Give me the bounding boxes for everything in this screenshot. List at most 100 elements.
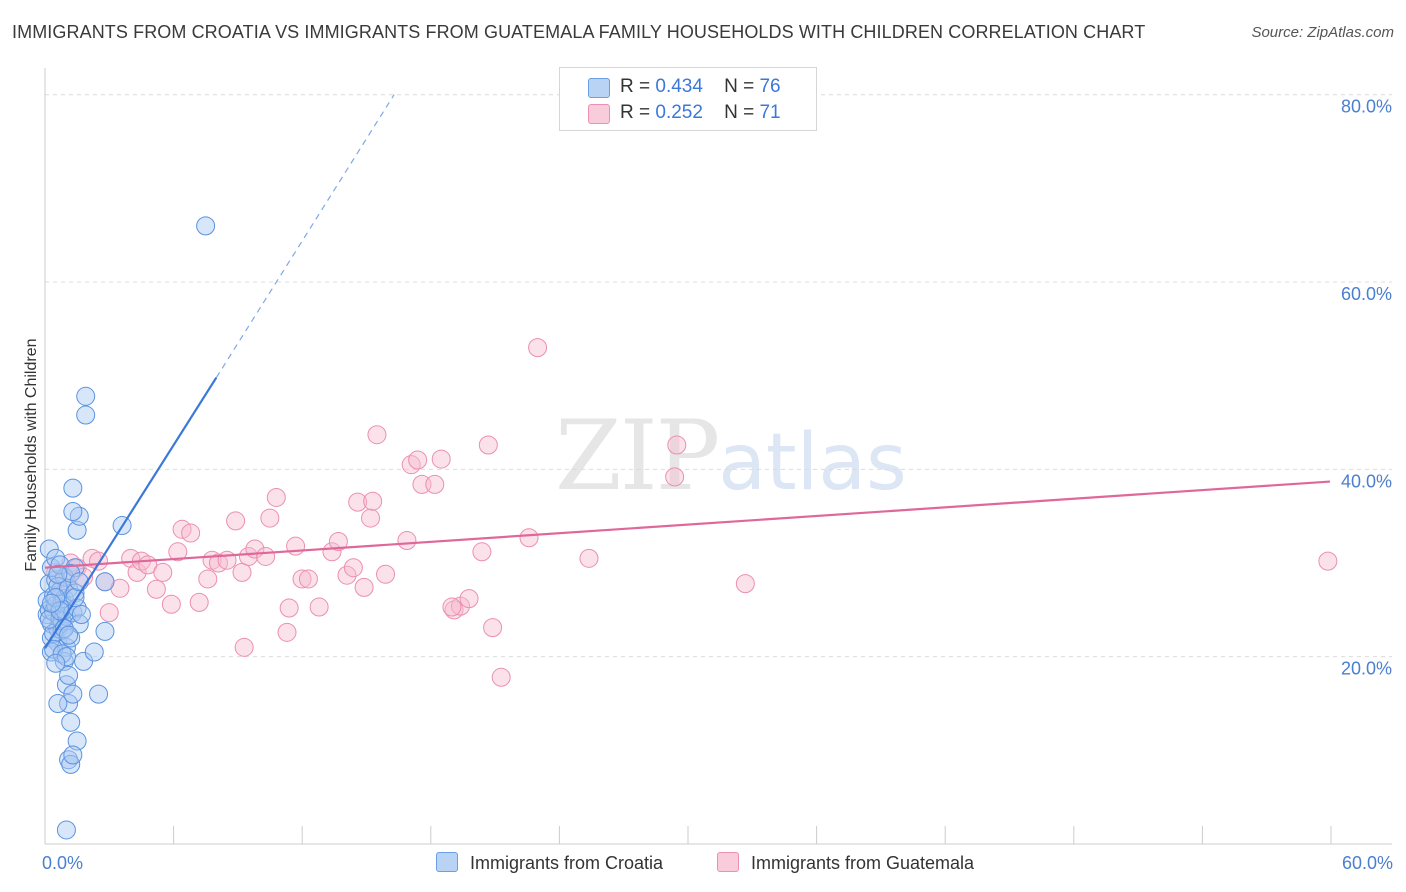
legend-n-label: N = xyxy=(724,76,755,97)
croatia-point xyxy=(59,665,79,685)
croatia-point xyxy=(71,605,91,625)
croatia-legend-label: Immigrants from Croatia xyxy=(470,853,664,873)
croatia-points xyxy=(37,216,216,840)
croatia-point xyxy=(76,386,96,406)
watermark-zip: ZIP xyxy=(555,400,720,512)
guatemala-point xyxy=(277,622,297,642)
croatia-point xyxy=(63,502,83,522)
guatemala-point xyxy=(519,528,539,548)
guatemala-point xyxy=(238,546,258,566)
trend-lines xyxy=(44,94,1331,649)
y-axis-label: Family Households with Children xyxy=(23,339,40,572)
croatia-point xyxy=(84,642,104,662)
guatemala-point xyxy=(309,597,329,617)
guatemala-point xyxy=(348,492,368,512)
guatemala-point xyxy=(361,508,381,528)
legend-n-value: 76 xyxy=(759,76,781,97)
croatia-point xyxy=(63,478,83,498)
guatemala-point xyxy=(328,531,348,551)
guatemala-point xyxy=(343,558,363,578)
croatia-swatch xyxy=(588,78,610,98)
guatemala-point xyxy=(459,589,479,609)
guatemala-point xyxy=(483,618,503,638)
guatemala-point xyxy=(579,548,599,568)
chart-title: IMMIGRANTS FROM CROATIA VS IMMIGRANTS FR… xyxy=(12,22,1146,42)
croatia-trend-extension xyxy=(215,94,395,378)
croatia-point xyxy=(63,684,83,704)
guatemala-point xyxy=(431,449,451,469)
correlation-legend: R = 0.434 N = 76 R = 0.252 N = 71 xyxy=(559,67,817,131)
croatia-point xyxy=(69,572,89,592)
guatemala-point xyxy=(279,598,299,618)
guatemala-legend-label: Immigrants from Guatemala xyxy=(751,853,975,873)
x-tick-label: 0.0% xyxy=(42,853,83,873)
guatemala-point xyxy=(226,511,246,531)
guatemala-point xyxy=(667,435,687,455)
croatia-point xyxy=(46,653,66,673)
croatia-trend-line xyxy=(44,376,218,649)
croatia-point xyxy=(67,520,87,540)
guatemala-point xyxy=(286,536,306,556)
guatemala-point xyxy=(234,637,254,657)
guatemala-point xyxy=(472,542,492,562)
guatemala-point xyxy=(665,467,685,487)
guatemala-point xyxy=(397,531,417,551)
croatia-point xyxy=(76,405,96,425)
guatemala-legend-swatch xyxy=(717,852,739,872)
source-label: Source: ZipAtlas.com xyxy=(1251,24,1394,41)
guatemala-swatch xyxy=(588,104,610,124)
croatia-legend-swatch xyxy=(436,852,458,872)
guatemala-point xyxy=(425,474,445,494)
croatia-point xyxy=(61,754,81,774)
guatemala-point xyxy=(153,562,173,582)
croatia-point xyxy=(48,694,68,714)
croatia-point xyxy=(61,712,81,732)
croatia-point xyxy=(41,593,61,613)
guatemala-point xyxy=(146,579,166,599)
guatemala-point xyxy=(232,562,252,582)
croatia-point xyxy=(59,694,79,714)
guatemala-point xyxy=(363,491,383,511)
legend-r-value: 0.252 xyxy=(655,102,703,123)
axes xyxy=(44,68,1392,845)
croatia-point xyxy=(59,625,79,645)
guatemala-point xyxy=(168,542,188,562)
legend-n-label: N = xyxy=(724,102,755,123)
bottom-legend-guatemala: Immigrants from Guatemala xyxy=(717,852,974,874)
y-tick-label: 20.0% xyxy=(1341,659,1392,679)
watermark-atlas: atlas xyxy=(718,418,907,508)
guatemala-point xyxy=(337,565,357,585)
legend-r-value: 0.434 xyxy=(655,76,703,97)
guatemala-point xyxy=(376,564,396,584)
x-tick-labels: 0.0% 60.0% xyxy=(42,853,1393,873)
guatemala-point xyxy=(189,592,209,612)
guatemala-point xyxy=(444,600,464,620)
guatemala-point xyxy=(491,667,511,687)
guatemala-point xyxy=(1318,551,1338,571)
guatemala-point xyxy=(260,508,280,528)
watermark: ZIPatlas xyxy=(555,400,907,512)
guatemala-point xyxy=(408,450,428,470)
guatemala-point xyxy=(217,550,237,570)
legend-n-value: 71 xyxy=(759,102,781,123)
y-tick-label: 40.0% xyxy=(1341,471,1392,491)
croatia-point xyxy=(56,647,76,667)
guatemala-point xyxy=(442,597,462,617)
guatemala-point xyxy=(181,523,201,543)
guatemala-point xyxy=(127,562,147,582)
croatia-point xyxy=(48,564,68,584)
croatia-point xyxy=(89,684,109,704)
croatia-point xyxy=(56,675,76,695)
y-tick-label: 80.0% xyxy=(1341,97,1392,117)
legend-r-label: R = xyxy=(620,76,651,97)
guatemala-point xyxy=(298,569,318,589)
guatemala-point xyxy=(256,546,276,566)
guatemala-points xyxy=(46,338,1338,687)
croatia-point xyxy=(67,731,87,751)
guatemala-point xyxy=(292,569,312,589)
guatemala-point xyxy=(99,603,119,623)
x-tick-label: 60.0% xyxy=(1342,853,1393,873)
croatia-point xyxy=(63,745,83,765)
guatemala-point xyxy=(161,594,181,614)
